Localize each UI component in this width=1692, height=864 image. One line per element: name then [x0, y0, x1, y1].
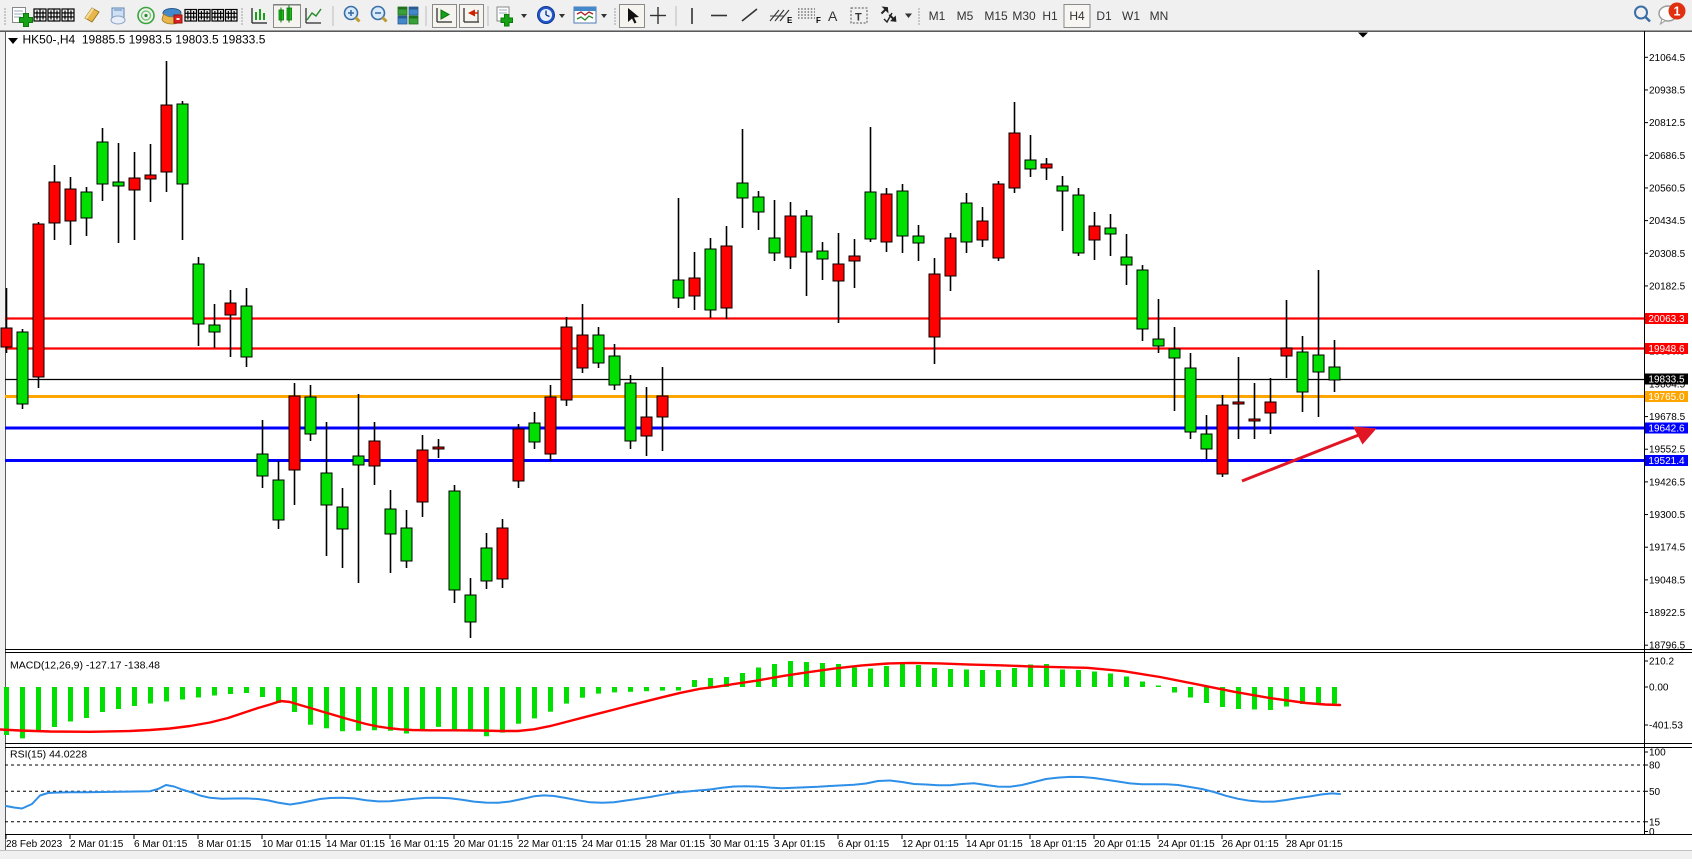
svg-text:8 Mar 01:15: 8 Mar 01:15 — [198, 839, 252, 850]
svg-text:24 Mar 01:15: 24 Mar 01:15 — [582, 839, 641, 850]
svg-text:19426.5: 19426.5 — [1649, 477, 1686, 488]
svg-text:MACD(12,26,9) -127.17 -138.48: MACD(12,26,9) -127.17 -138.48 — [10, 660, 160, 672]
svg-text:19521.4: 19521.4 — [1648, 456, 1685, 467]
svg-text:W1: W1 — [1122, 9, 1140, 23]
svg-text:MN: MN — [1150, 9, 1169, 23]
svg-text:19948.6: 19948.6 — [1648, 344, 1685, 355]
svg-text:14 Mar 01:15: 14 Mar 01:15 — [326, 839, 385, 850]
svg-text:20182.5: 20182.5 — [1649, 281, 1686, 292]
svg-text:12 Apr 01:15: 12 Apr 01:15 — [902, 839, 959, 850]
svg-text:22 Mar 01:15: 22 Mar 01:15 — [518, 839, 577, 850]
svg-text:18796.5: 18796.5 — [1649, 641, 1686, 652]
svg-text:19678.5: 19678.5 — [1649, 412, 1686, 423]
svg-text:HK50-,H4 19885.5 19983.5 1980: HK50-,H4 19885.5 19983.5 19803.5 19833.5 — [23, 33, 266, 47]
svg-text:19642.6: 19642.6 — [1648, 424, 1685, 435]
svg-text:19300.5: 19300.5 — [1649, 510, 1686, 521]
svg-text:20812.5: 20812.5 — [1649, 118, 1686, 129]
svg-text:14 Apr 01:15: 14 Apr 01:15 — [966, 839, 1023, 850]
svg-text:0: 0 — [1649, 827, 1655, 838]
svg-text:20938.5: 20938.5 — [1649, 85, 1686, 96]
svg-text:10 Mar 01:15: 10 Mar 01:15 — [262, 839, 321, 850]
svg-text:A: A — [828, 8, 838, 24]
svg-text:M5: M5 — [957, 9, 974, 23]
svg-text:28 Feb 2023: 28 Feb 2023 — [6, 839, 63, 850]
svg-text:H1: H1 — [1042, 9, 1058, 23]
svg-text:20686.5: 20686.5 — [1649, 151, 1686, 162]
svg-text:1: 1 — [1674, 5, 1681, 19]
svg-text:21064.5: 21064.5 — [1649, 53, 1686, 64]
svg-text:24 Apr 01:15: 24 Apr 01:15 — [1158, 839, 1215, 850]
svg-text:19174.5: 19174.5 — [1649, 543, 1686, 554]
svg-text:D1: D1 — [1096, 9, 1112, 23]
svg-text:20434.5: 20434.5 — [1649, 216, 1686, 227]
svg-text:-401.53: -401.53 — [1649, 721, 1683, 732]
svg-text:2 Mar 01:15: 2 Mar 01:15 — [70, 839, 124, 850]
svg-text:20560.5: 20560.5 — [1649, 183, 1686, 194]
svg-text:210.2: 210.2 — [1649, 657, 1674, 668]
svg-text:19765.0: 19765.0 — [1648, 392, 1685, 403]
svg-text:F: F — [816, 16, 821, 25]
svg-text:16 Mar 01:15: 16 Mar 01:15 — [390, 839, 449, 850]
svg-text:28 Mar 01:15: 28 Mar 01:15 — [646, 839, 705, 850]
svg-text:18922.5: 18922.5 — [1649, 608, 1686, 619]
svg-text:28 Apr 01:15: 28 Apr 01:15 — [1286, 839, 1343, 850]
svg-text:M30: M30 — [1012, 9, 1036, 23]
svg-text:3 Apr 01:15: 3 Apr 01:15 — [774, 839, 826, 850]
svg-text:20063.3: 20063.3 — [1648, 314, 1685, 325]
svg-text:26 Apr 01:15: 26 Apr 01:15 — [1222, 839, 1279, 850]
svg-text:E: E — [787, 16, 793, 25]
svg-text:30 Mar 01:15: 30 Mar 01:15 — [710, 839, 769, 850]
svg-text:0.00: 0.00 — [1649, 683, 1669, 694]
svg-text:M15: M15 — [984, 9, 1008, 23]
svg-text:20 Apr 01:15: 20 Apr 01:15 — [1094, 839, 1151, 850]
svg-text:100: 100 — [1649, 748, 1666, 759]
svg-text:18 Apr 01:15: 18 Apr 01:15 — [1030, 839, 1087, 850]
svg-text:6 Apr 01:15: 6 Apr 01:15 — [838, 839, 890, 850]
svg-text:15: 15 — [1649, 817, 1661, 828]
svg-text:RSI(15) 44.0228: RSI(15) 44.0228 — [10, 749, 87, 761]
svg-text:H4: H4 — [1069, 9, 1085, 23]
svg-text:6 Mar 01:15: 6 Mar 01:15 — [134, 839, 188, 850]
svg-text:19552.5: 19552.5 — [1649, 445, 1686, 456]
svg-text:19804.5: 19804.5 — [1649, 379, 1686, 390]
svg-text:T: T — [855, 12, 862, 24]
svg-text:19048.5: 19048.5 — [1649, 575, 1686, 586]
svg-text:20 Mar 01:15: 20 Mar 01:15 — [454, 839, 513, 850]
svg-text:19833.5: 19833.5 — [1648, 375, 1685, 386]
svg-text:50: 50 — [1649, 787, 1661, 798]
svg-text:M1: M1 — [929, 9, 946, 23]
svg-text:80: 80 — [1649, 761, 1661, 772]
svg-text:20308.5: 20308.5 — [1649, 249, 1686, 260]
